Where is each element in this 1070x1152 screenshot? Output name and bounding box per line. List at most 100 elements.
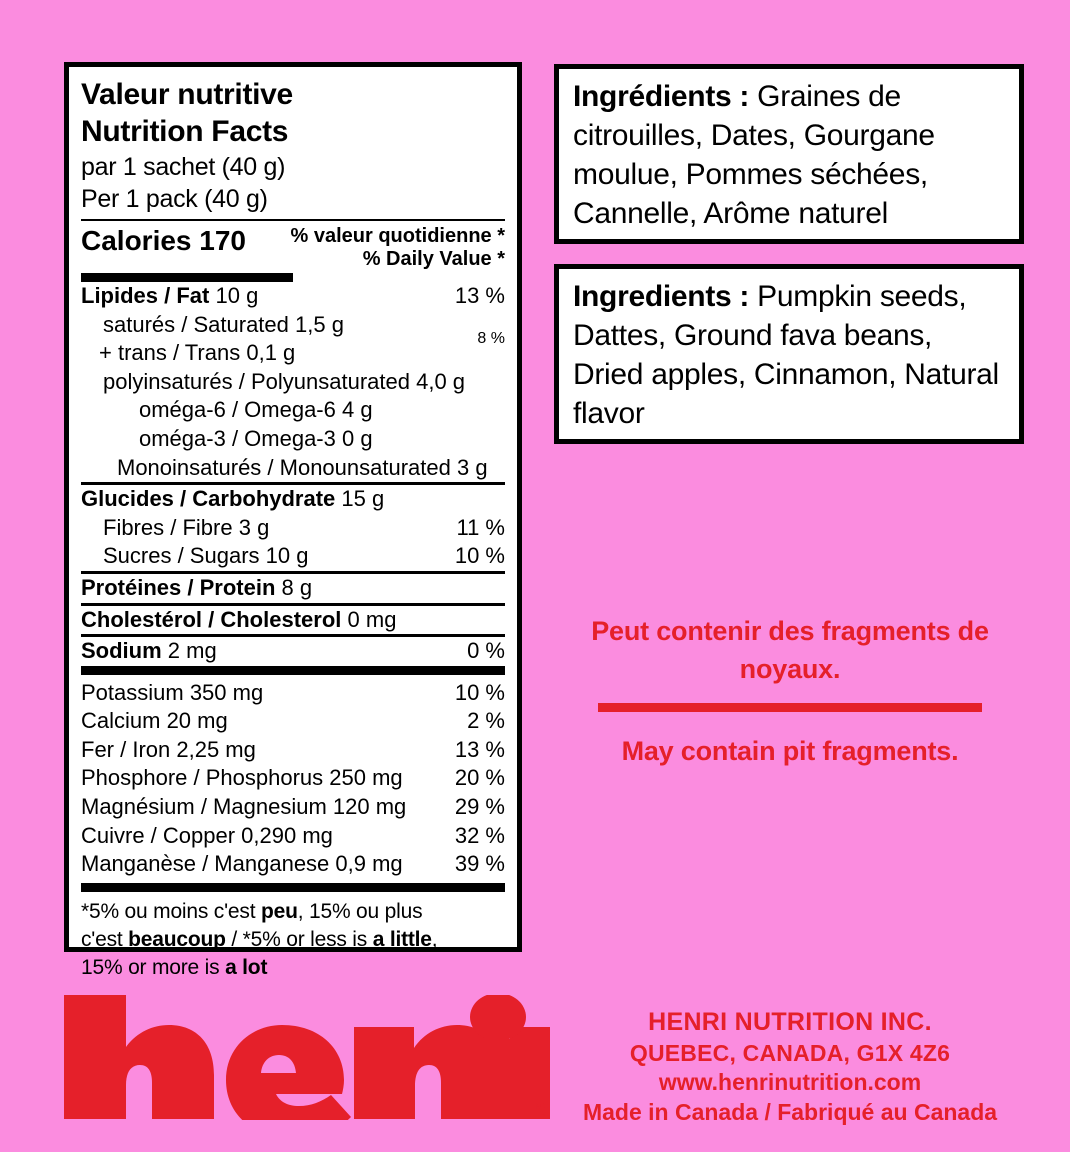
fibre-amount: 3 g [238,514,270,540]
ingredients-body-en: Pumpkin seeds, Dattes, Ground fava beans… [573,280,999,430]
henri-logo: MC TM [60,995,550,1125]
nutrient-row-cholesterol: Cholestérol / Cholesterol 0 mg [81,606,505,635]
protein-amount: 8 g [281,574,313,600]
nutrient-row-fat: Lipides / Fat 10 g 13 % [81,282,505,311]
trademark-tm: TM [535,1110,548,1119]
company-footer: HENRI NUTRITION INC. QUEBEC, CANADA, G1X… [540,1006,1040,1128]
divider-minerals-top [81,665,505,675]
copper-dv: 32 % [454,822,505,848]
divider-footnote [81,882,505,892]
allergen-warning-fr: Peut contenir des fragments de noyaux. [591,616,989,685]
nutrient-row-polyunsaturated: polyinsaturés / Polyunsaturated 4,0 g [81,368,505,397]
saturated-trans-dv: 8 % [477,330,505,348]
polyunsaturated-label: polyinsaturés / Polyunsaturated [103,368,410,394]
daily-value-header-fr: % valeur quotidienne * [290,224,505,247]
divider-fat [81,482,505,486]
daily-value-header-en: % Daily Value * [362,248,505,271]
nutrient-row-calcium: Calcium 20 mg 2 % [81,707,505,736]
allergen-warning-divider [598,702,982,712]
omega3-label: oméga-3 / Omega-3 [139,425,336,451]
fat-dv: 13 % [454,282,505,308]
divider-serving [81,218,505,221]
fat-label: Lipides / Fat [81,282,210,308]
sugars-dv: 10 % [454,543,505,569]
nutrient-row-omega6: oméga-6 / Omega-6 4 g [81,396,505,425]
nutrient-row-protein: Protéines / Protein 8 g [81,574,505,603]
ingredients-heading-fr: Ingrédients : [573,80,750,113]
nutrient-row-potassium: Potassium 350 mg 10 % [81,679,505,708]
carbohydrate-label: Glucides / Carbohydrate [81,486,336,512]
allergen-warning-en: May contain pit fragments. [621,735,959,766]
trans-amount: 0,1 g [246,340,296,366]
calories-underline [81,272,293,282]
calcium-label: Calcium 20 mg [81,708,228,734]
footnote-line-3: 15% or more is a lot [81,956,268,980]
carbohydrate-amount: 15 g [341,486,385,512]
fibre-label: Fibres / Fibre [103,514,233,540]
nutrient-row-phosphorus: Phosphore / Phosphorus 250 mg 20 % [81,764,505,793]
company-origin: Made in Canada / Fabriqué au Canada [582,1099,998,1126]
company-website[interactable]: www.henrinutrition.com [658,1069,922,1096]
nutrition-title-en: Nutrition Facts [81,114,289,148]
nutrient-row-iron: Fer / Iron 2,25 mg 13 % [81,736,505,765]
nutrition-facts-panel: Valeur nutritive Nutrition Facts par 1 s… [64,62,522,979]
manganese-label: Manganèse / Manganese 0,9 mg [81,851,403,877]
magnesium-label: Magnésium / Magnesium 120 mg [81,794,407,820]
nutrient-row-copper: Cuivre / Copper 0,290 mg 32 % [81,822,505,851]
cholesterol-label: Cholestérol / Cholesterol [81,606,342,632]
divider-carbohydrate [81,570,505,574]
ingredients-body-fr: Graines de citrouilles, Dates, Gourgane … [573,80,935,230]
daily-value-footnote: *5% ou moins c'est peu, 15% ou plus c'es… [81,892,505,982]
trans-label: + trans / Trans [99,340,241,366]
allergen-warning: Peut contenir des fragments de noyaux. M… [560,612,1020,770]
ingredients-box-french: Ingrédients : Graines de citrouilles, Da… [554,64,1024,244]
monounsaturated-amount: 3 g [457,454,488,480]
iron-dv: 13 % [454,736,505,762]
saturated-amount: 1,5 g [295,311,344,337]
serving-size-en: Per 1 pack (40 g) [81,185,268,214]
nutrient-row-monounsaturated: Monoinsaturés / Monounsaturated 3 g [81,454,505,483]
nutrient-row-manganese: Manganèse / Manganese 0,9 mg 39 % [81,850,505,879]
potassium-dv: 10 % [454,679,505,705]
divider-protein [81,602,505,606]
iron-label: Fer / Iron 2,25 mg [81,736,256,762]
magnesium-dv: 29 % [454,794,505,820]
calories-value: Calories 170 [81,224,246,256]
footnote-line-2: c'est beaucoup / *5% or less is a little… [81,927,438,951]
sodium-amount: 2 mg [167,638,217,664]
nutrient-row-magnesium: Magnésium / Magnesium 120 mg 29 % [81,793,505,822]
nutrient-row-fibre: Fibres / Fibre 3 g 11 % [81,514,505,543]
henri-wordmark-icon [64,995,550,1120]
ingredients-heading-en: Ingredients : [573,280,750,313]
sugars-label: Sucres / Sugars [103,543,260,569]
company-address: QUEBEC, CANADA, G1X 4Z6 [629,1039,951,1066]
sodium-dv: 0 % [467,638,505,664]
trademark-mark: MC TM [536,1103,548,1119]
calcium-dv: 2 % [467,708,505,734]
omega6-amount: 4 g [342,397,373,423]
nutrient-row-sodium: Sodium 2 mg 0 % [81,637,505,666]
sodium-label: Sodium [81,638,162,664]
daily-value-header: % valeur quotidienne * % Daily Value * [291,225,505,272]
cholesterol-amount: 0 mg [347,606,397,632]
monounsaturated-label: Monoinsaturés / Monounsaturated [117,454,451,480]
phosphorus-dv: 20 % [454,765,505,791]
phosphorus-label: Phosphore / Phosphorus 250 mg [81,765,403,791]
nutrient-row-carbohydrate: Glucides / Carbohydrate 15 g [81,485,505,514]
protein-label: Protéines / Protein [81,574,276,600]
nutrient-row-omega3: oméga-3 / Omega-3 0 g [81,425,505,454]
ingredients-box-english: Ingredients : Pumpkin seeds, Dattes, Gro… [554,264,1024,444]
saturated-label: saturés / Saturated [103,311,289,337]
sugars-amount: 10 g [265,543,309,569]
polyunsaturated-amount: 4,0 g [416,368,466,394]
nutrient-row-sugars: Sucres / Sugars 10 g 10 % [81,542,505,571]
nutrition-title-fr: Valeur nutritive [81,78,293,111]
calories-row: Calories 170 % valeur quotidienne * % Da… [81,221,505,272]
serving-size-fr: par 1 sachet (40 g) [81,152,286,181]
copper-label: Cuivre / Copper 0,290 mg [81,822,333,848]
trademark-mc: MC [535,1102,548,1111]
omega3-amount: 0 g [342,425,373,451]
manganese-dv: 39 % [454,851,505,877]
footnote-line-1: *5% ou moins c'est peu, 15% ou plus [81,899,423,923]
company-name: HENRI NUTRITION INC. [648,1008,932,1036]
